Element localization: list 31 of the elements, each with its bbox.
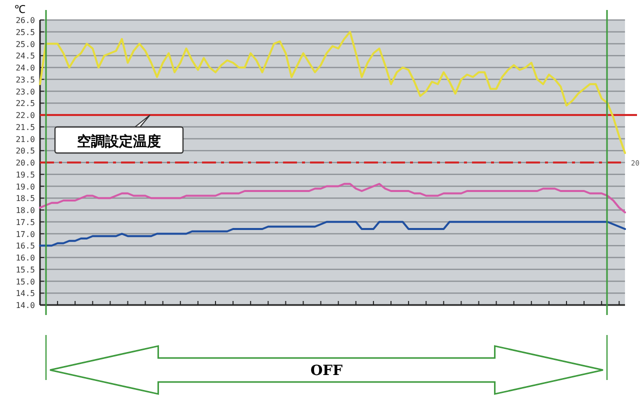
y-tick-label: 20.5 — [16, 146, 36, 156]
y-tick-label: 19.0 — [16, 182, 36, 192]
y-tick-label: 20.0 — [16, 158, 36, 168]
y-tick-label: 25.5 — [16, 28, 36, 37]
y-tick-label: 21.5 — [16, 122, 36, 132]
y-tick-label: 26.0 — [16, 16, 36, 25]
y-tick-label: 24.5 — [16, 52, 36, 61]
y-tick-label: 22.5 — [16, 99, 36, 108]
y-tick-label: 16.0 — [16, 254, 36, 262]
y-tick-label: 25.0 — [16, 40, 36, 49]
line-series — [39, 182, 626, 214]
y-tick-label: 18.0 — [16, 206, 36, 215]
y-tick-label: 15.0 — [16, 277, 36, 286]
line-series — [39, 220, 626, 247]
y-tick-label: 21.0 — [16, 134, 36, 144]
y-tick-label: 16.5 — [16, 242, 36, 251]
y-tick-label: 15.5 — [16, 265, 36, 274]
y-tick-label: 23.0 — [16, 87, 36, 96]
line-series — [39, 30, 626, 154]
y-tick-label: 18.5 — [16, 194, 36, 204]
y-tick-label: 24.0 — [16, 64, 36, 72]
ref-line-label: 空調設定温度 — [77, 133, 161, 150]
text: OFF — [310, 363, 343, 379]
y-tick-label: 17.5 — [16, 218, 36, 227]
y-axis-title: ℃ — [14, 3, 26, 16]
y-tick-label: 23.5 — [16, 75, 36, 84]
y-tick-label: 19.5 — [16, 170, 36, 180]
y-tick-label: 22.0 — [16, 111, 36, 120]
y-tick-label: 14.5 — [16, 289, 36, 298]
y-tick-label: 17.0 — [16, 230, 36, 239]
y-tick-label: 14.0 — [16, 301, 36, 310]
